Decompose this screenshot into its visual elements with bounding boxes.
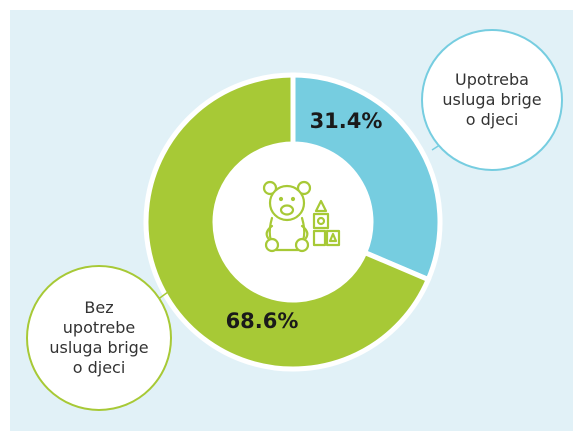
- value-label: 68.6%: [226, 309, 299, 333]
- callout: [26, 265, 172, 411]
- value-label: 31.4%: [310, 109, 383, 133]
- teddy-icon: [262, 180, 341, 253]
- category-label: Bez upotrebe usluga brige o djeci: [49, 298, 148, 377]
- callout: [421, 29, 563, 171]
- category-label: Upotreba usluga brige o djeci: [442, 70, 541, 129]
- donut-hole: [213, 142, 373, 302]
